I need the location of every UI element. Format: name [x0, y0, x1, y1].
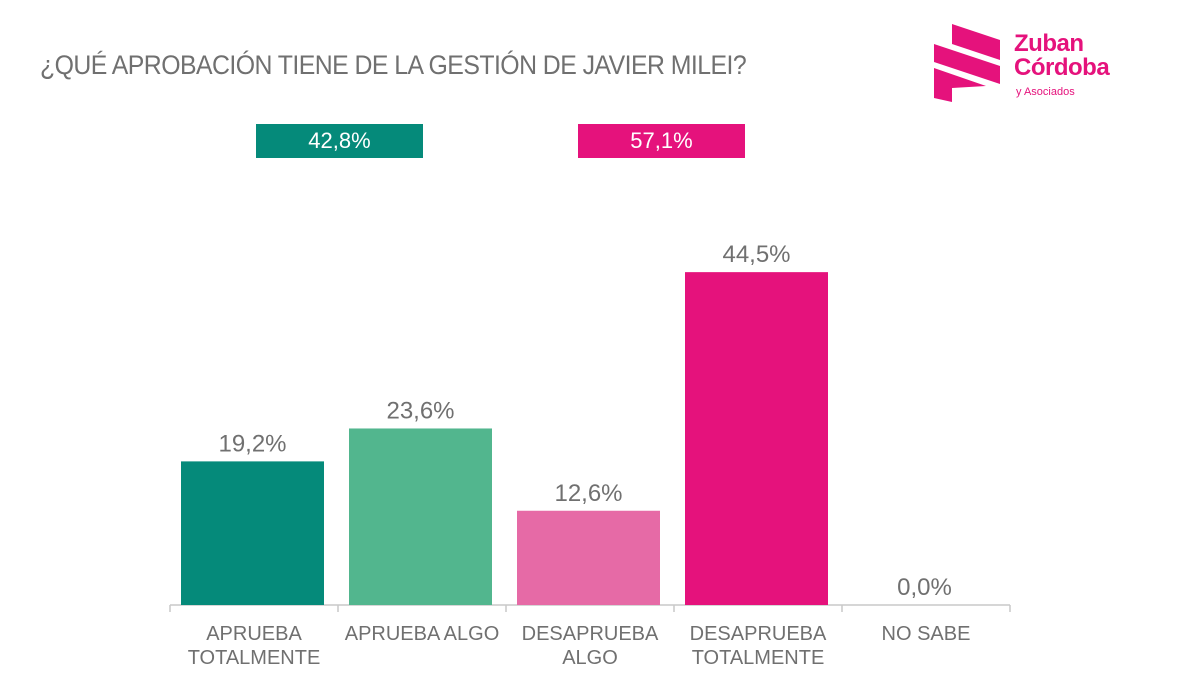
category-label-line: ALGO — [562, 647, 618, 669]
category-label-line: DESAPRUEBA — [521, 623, 659, 645]
bar-value-label: 12,6% — [554, 480, 622, 507]
category-label: APRUEBA ALGO — [338, 622, 506, 646]
bar — [181, 461, 324, 605]
category-label-line: APRUEBA — [206, 623, 302, 645]
category-label-line: DESAPRUEBA — [689, 623, 827, 645]
logo-line-1: Zuban — [1014, 30, 1084, 57]
bar — [349, 428, 492, 605]
bar — [685, 272, 828, 605]
category-label: APRUEBA TOTALMENTE — [170, 622, 338, 670]
bar-value-label: 44,5% — [722, 241, 790, 268]
category-label: DESAPRUEBA ALGO — [506, 622, 674, 670]
category-label-line: NO SABE — [881, 623, 971, 645]
chart-title: ¿QUÉ APROBACIÓN TIENE DE LA GESTIÓN DE J… — [40, 50, 747, 80]
company-logo: Zuban Córdoba y Asociados — [930, 22, 1130, 106]
logo-stripes-icon — [934, 24, 1000, 102]
category-label-line: TOTALMENTE — [691, 647, 825, 669]
logo-wordmark: Zuban Córdoba — [1014, 30, 1110, 81]
logo-subtitle: y Asociados — [1016, 86, 1075, 98]
approve-total-badge: 42,8% — [256, 124, 423, 158]
logo-line-2: Córdoba — [1014, 54, 1110, 81]
bar-value-label: 0,0% — [897, 574, 952, 601]
category-label-line: APRUEBA ALGO — [344, 623, 500, 645]
bar — [517, 510, 660, 605]
category-label: DESAPRUEBA TOTALMENTE — [674, 622, 842, 670]
disapprove-total-badge: 57,1% — [578, 124, 745, 158]
bar-value-label: 23,6% — [386, 397, 454, 424]
bar-value-label: 19,2% — [218, 430, 286, 457]
category-label-line: TOTALMENTE — [187, 647, 321, 669]
category-label: NO SABE — [842, 622, 1010, 646]
